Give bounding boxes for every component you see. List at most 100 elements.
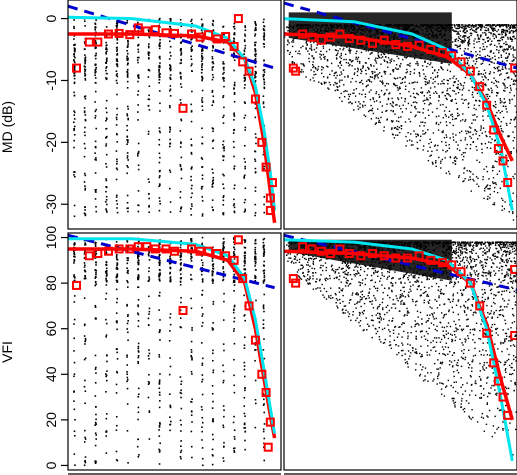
scatter-point — [298, 258, 301, 261]
scatter-point — [468, 42, 471, 45]
scatter-point — [513, 25, 515, 28]
scatter-point — [482, 251, 484, 253]
scatter-point — [126, 373, 129, 375]
scatter-point — [243, 423, 246, 426]
scatter-point — [148, 324, 150, 327]
scatter-point — [490, 87, 492, 89]
scatter-point — [313, 58, 315, 60]
scatter-point — [243, 39, 246, 41]
scatter-point — [442, 103, 444, 106]
scatter-point — [73, 434, 76, 437]
scatter-point — [489, 193, 491, 196]
scatter-point — [116, 160, 118, 163]
scatter-point — [492, 165, 494, 167]
scatter-point — [233, 100, 236, 103]
scatter-point — [147, 317, 150, 320]
scatter-point — [496, 67, 499, 70]
scatter-point — [498, 170, 501, 172]
scatter-point — [452, 77, 454, 79]
scatter-point — [451, 354, 454, 357]
scatter-point — [180, 142, 182, 145]
scatter-point — [503, 89, 505, 92]
scatter-point — [414, 81, 416, 83]
scatter-point — [349, 52, 351, 54]
scatter-point — [233, 187, 236, 190]
scatter-point — [254, 359, 256, 362]
scatter-point — [407, 131, 409, 134]
scatter-point — [479, 47, 481, 49]
scatter-point — [449, 78, 451, 80]
scatter-point — [201, 243, 203, 246]
scatter-point — [514, 105, 516, 107]
scatter-point — [436, 76, 439, 78]
scatter-point — [233, 258, 236, 260]
scatter-point — [496, 46, 498, 48]
scatter-point — [356, 273, 358, 275]
scatter-point — [499, 45, 501, 48]
scatter-point — [462, 102, 464, 104]
scatter-point — [254, 48, 257, 51]
scatter-point — [476, 57, 478, 60]
scatter-point — [179, 164, 182, 166]
scatter-point — [94, 432, 97, 435]
scatter-point — [147, 178, 150, 180]
scatter-point — [461, 153, 463, 156]
scatter-point — [361, 93, 363, 96]
scatter-point — [95, 210, 98, 213]
scatter-point — [243, 246, 246, 249]
scatter-point — [158, 90, 161, 92]
scatter-point — [357, 105, 359, 107]
scatter-point — [137, 406, 140, 409]
square-marker — [316, 35, 326, 45]
scatter-point — [335, 71, 337, 73]
scatter-point — [243, 427, 245, 429]
scatter-point — [465, 27, 467, 30]
scatter-point — [313, 267, 316, 270]
scatter-point — [137, 304, 139, 306]
scatter-point — [327, 87, 329, 89]
scatter-point — [356, 58, 359, 60]
scatter-point — [180, 207, 182, 210]
scatter-point — [191, 398, 193, 401]
scatter-point — [105, 279, 107, 281]
scatter-point — [386, 119, 388, 121]
scatter-point — [491, 28, 493, 30]
scatter-point — [159, 17, 161, 20]
scatter-point — [254, 242, 257, 245]
scatter-point — [148, 373, 150, 376]
scatter-point — [504, 101, 506, 103]
scatter-point — [201, 242, 203, 245]
scatter-point — [347, 76, 349, 78]
square-marker — [178, 305, 188, 315]
scatter-point — [365, 80, 368, 82]
scatter-point — [127, 57, 129, 60]
scatter-point — [73, 350, 75, 352]
scatter-point — [147, 383, 150, 386]
scatter-point — [493, 82, 495, 85]
scatter-point — [385, 110, 387, 112]
scatter-point — [212, 349, 214, 352]
scatter-point — [243, 336, 246, 339]
scatter-point — [399, 76, 401, 79]
scatter-point — [424, 61, 426, 63]
scatter-point — [312, 77, 314, 79]
scatter-point — [244, 129, 247, 131]
scatter-point — [127, 118, 130, 121]
scatter-point — [127, 339, 129, 342]
scatter-point — [243, 294, 245, 297]
scatter-point — [200, 259, 203, 262]
scatter-point — [168, 58, 171, 60]
scatter-point — [442, 117, 445, 119]
scatter-point — [106, 48, 108, 51]
scatter-point — [244, 208, 247, 211]
scatter-point — [263, 253, 265, 256]
scatter-point — [463, 99, 466, 101]
scatter-point — [406, 68, 408, 71]
scatter-point — [487, 24, 489, 27]
scatter-point — [470, 137, 473, 139]
scatter-point — [148, 276, 150, 278]
scatter-point — [454, 160, 457, 162]
scatter-point — [362, 66, 364, 68]
scatter-point — [420, 121, 422, 123]
scatter-point — [407, 102, 410, 105]
